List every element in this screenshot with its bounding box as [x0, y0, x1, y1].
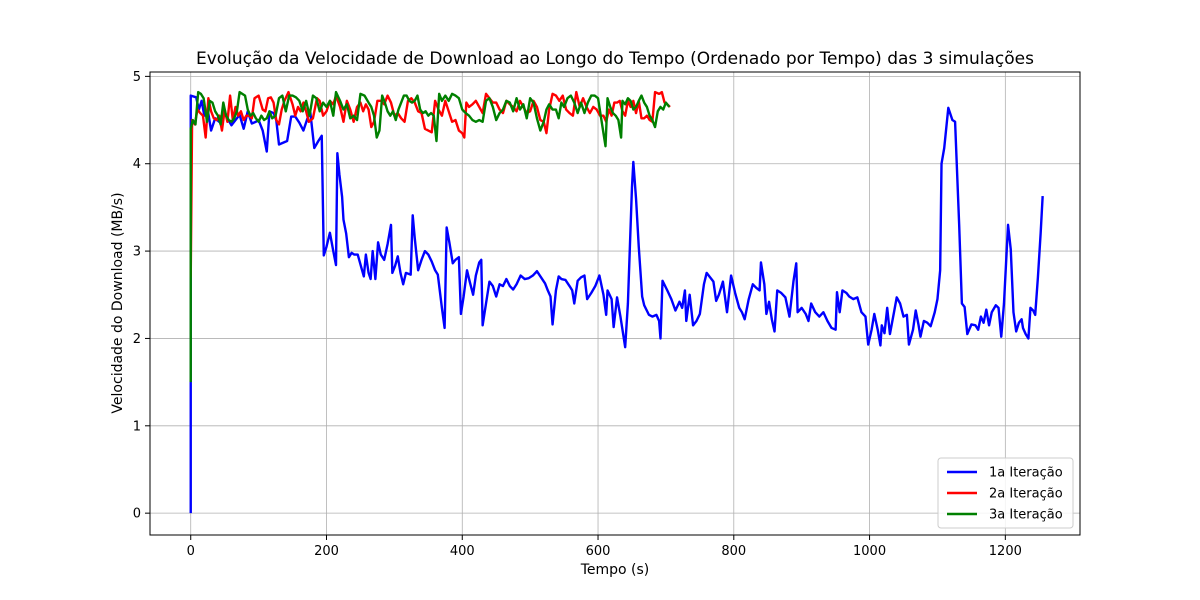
x-axis-title: Tempo (s) — [580, 562, 650, 578]
legend-label-1: 1a Iteração — [989, 466, 1063, 481]
series-line-1 — [189, 94, 1044, 514]
y-tick-label: 1 — [133, 419, 141, 434]
y-tick-label: 4 — [133, 157, 141, 172]
series-line-2 — [189, 90, 671, 278]
legend: 1a Iteração 2a Iteração 3a Iteração — [937, 457, 1074, 529]
legend-box — [937, 457, 1074, 529]
plot-area-frame — [149, 71, 1081, 536]
x-tick-label: 200 — [314, 544, 339, 559]
x-tick-label: 0 — [187, 544, 195, 559]
x-tick-label: 400 — [450, 544, 475, 559]
y-tick-label: 5 — [133, 70, 141, 85]
y-axis-title: Velocidade do Download (MB/s) — [110, 192, 126, 413]
x-tick-label: 800 — [721, 544, 746, 559]
axis-ticks: 0 200 400 600 800 1000 1200 0 1 2 3 4 5 — [133, 70, 1022, 559]
y-tick-label: 3 — [133, 245, 141, 260]
x-tick-label: 1200 — [989, 544, 1022, 559]
legend-label-2: 2a Iteração — [989, 487, 1063, 502]
chart-title: Evolução da Velocidade de Download ao Lo… — [196, 49, 1034, 69]
legend-label-3: 3a Iteração — [989, 508, 1063, 523]
series-lines — [189, 90, 1044, 514]
x-tick-label: 1000 — [853, 544, 886, 559]
series-line-3 — [189, 90, 671, 383]
x-tick-label: 600 — [586, 544, 611, 559]
y-tick-label: 0 — [133, 507, 141, 522]
y-tick-label: 2 — [133, 332, 141, 347]
